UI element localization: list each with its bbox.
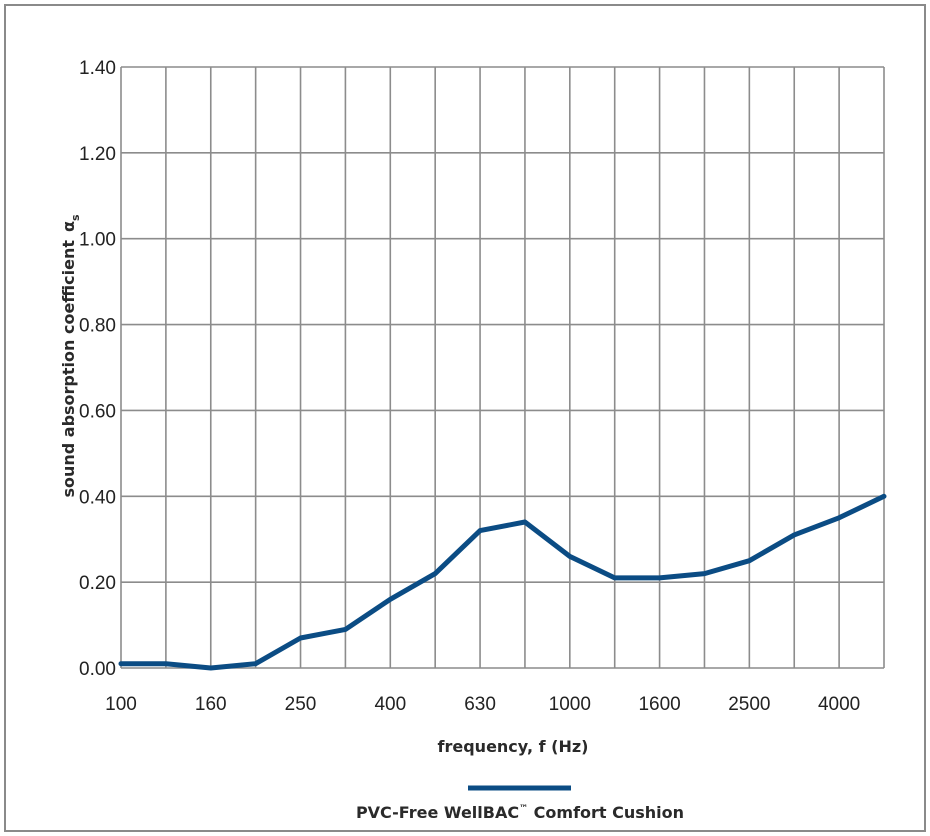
x-tick-label: 2500 (728, 694, 770, 715)
x-axis-title: frequency, f (Hz) (438, 737, 589, 756)
x-tick-label: 100 (105, 694, 137, 715)
x-axis-ticks: 100 160 250 400 630 1000 1600 2500 4000 (105, 694, 860, 715)
x-tick-label: 1000 (549, 694, 591, 715)
y-axis-title-subscript: s (69, 214, 82, 221)
x-tick-label: 400 (374, 694, 406, 715)
y-tick-label: 1.40 (79, 58, 116, 79)
y-tick-label: 1.20 (79, 144, 116, 165)
legend: PVC-Free WellBAC™ Comfort Cushion (356, 785, 684, 822)
legend-label-tm: ™ (519, 804, 528, 814)
y-tick-label: 1.00 (79, 230, 116, 251)
y-axis-ticks: 0.00 0.20 0.40 0.60 0.80 1.00 1.20 1.40 (79, 58, 116, 680)
y-tick-label: 0.80 (79, 316, 116, 337)
y-tick-label: 0.20 (79, 573, 116, 594)
legend-label-rest: Comfort Cushion (528, 803, 684, 822)
series-line (118, 493, 887, 671)
legend-label: PVC-Free WellBAC™ Comfort Cushion (356, 803, 684, 822)
y-axis-title-main: sound absorption coefficient (59, 240, 78, 498)
x-tick-label: 630 (464, 694, 496, 715)
legend-label-main: PVC-Free WellBAC (356, 803, 519, 822)
x-tick-label: 250 (285, 694, 317, 715)
y-tick-label: 0.40 (79, 487, 116, 508)
chart-grid (120, 66, 885, 669)
x-tick-label: 1600 (638, 694, 680, 715)
y-tick-label: 0.00 (79, 659, 116, 680)
series-group (118, 493, 887, 671)
x-tick-label: 4000 (818, 694, 860, 715)
x-tick-label: 160 (195, 694, 227, 715)
y-axis-title-symbol: α (59, 221, 78, 232)
y-tick-label: 0.60 (79, 401, 116, 422)
y-axis-title: sound absorption coefficient αs (59, 214, 82, 498)
chart-frame (4, 4, 926, 832)
